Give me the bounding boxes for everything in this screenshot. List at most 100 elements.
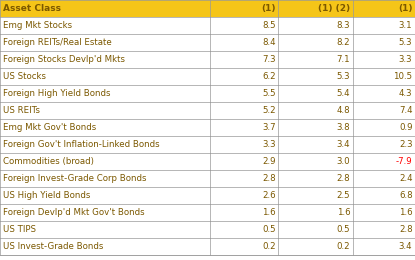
Text: Foreign Invest-Grade Corp Bonds: Foreign Invest-Grade Corp Bonds	[3, 174, 147, 183]
Text: Emg Mkt Stocks: Emg Mkt Stocks	[3, 21, 73, 30]
Text: 0.9: 0.9	[399, 123, 413, 132]
Text: 2.3: 2.3	[399, 140, 413, 149]
Text: 2.8: 2.8	[337, 174, 350, 183]
Bar	[210, 238, 278, 255]
Text: 5.4: 5.4	[337, 89, 350, 98]
Bar	[278, 136, 353, 153]
Bar	[353, 119, 415, 136]
Text: US Stocks: US Stocks	[3, 72, 46, 81]
Bar	[353, 68, 415, 85]
Bar	[353, 153, 415, 170]
Bar	[353, 221, 415, 238]
Bar	[353, 238, 415, 255]
Bar	[0, 187, 210, 204]
Text: 5.3: 5.3	[337, 72, 350, 81]
Text: US High Yield Bonds: US High Yield Bonds	[3, 191, 91, 200]
Bar	[210, 221, 278, 238]
Text: 6.2: 6.2	[262, 72, 276, 81]
Bar	[210, 136, 278, 153]
Bar	[0, 34, 210, 51]
Text: 2.5: 2.5	[337, 191, 350, 200]
Bar	[278, 51, 353, 68]
Text: 0.5: 0.5	[337, 225, 350, 234]
Bar	[353, 136, 415, 153]
Text: 3.4: 3.4	[337, 140, 350, 149]
Bar	[278, 85, 353, 102]
Text: 8.2: 8.2	[337, 38, 350, 47]
Text: 8.5: 8.5	[262, 21, 276, 30]
Text: 3.1: 3.1	[399, 21, 413, 30]
Text: US REITs: US REITs	[3, 106, 40, 115]
Text: 3.0: 3.0	[337, 157, 350, 166]
Text: 3.3: 3.3	[399, 55, 413, 64]
Text: 5.3: 5.3	[399, 38, 413, 47]
Bar	[210, 17, 278, 34]
Bar	[353, 51, 415, 68]
Text: 6.8: 6.8	[399, 191, 413, 200]
Bar	[0, 102, 210, 119]
Bar	[0, 68, 210, 85]
Bar	[278, 102, 353, 119]
Bar	[0, 51, 210, 68]
Text: Foreign REITs/Real Estate: Foreign REITs/Real Estate	[3, 38, 112, 47]
Bar	[210, 51, 278, 68]
Text: US TIPS: US TIPS	[3, 225, 37, 234]
Text: 5.5: 5.5	[262, 89, 276, 98]
Bar	[0, 17, 210, 34]
Text: 3.3: 3.3	[262, 140, 276, 149]
Bar	[0, 170, 210, 187]
Text: 7.4: 7.4	[399, 106, 413, 115]
Bar	[278, 0, 353, 17]
Bar	[278, 17, 353, 34]
Text: 7.3: 7.3	[262, 55, 276, 64]
Bar	[353, 17, 415, 34]
Text: 1.6: 1.6	[262, 208, 276, 217]
Text: Foreign Stocks Devlp'd Mkts: Foreign Stocks Devlp'd Mkts	[3, 55, 125, 64]
Bar	[278, 204, 353, 221]
Bar	[0, 153, 210, 170]
Bar	[278, 119, 353, 136]
Text: 8.3: 8.3	[337, 21, 350, 30]
Bar	[278, 170, 353, 187]
Text: 4.8: 4.8	[337, 106, 350, 115]
Bar	[0, 119, 210, 136]
Text: 5.2: 5.2	[262, 106, 276, 115]
Text: 2.8: 2.8	[399, 225, 413, 234]
Text: Foreign Devlp'd Mkt Gov't Bonds: Foreign Devlp'd Mkt Gov't Bonds	[3, 208, 145, 217]
Bar	[353, 34, 415, 51]
Bar	[278, 34, 353, 51]
Bar	[353, 85, 415, 102]
Text: (1): (1)	[398, 4, 413, 13]
Bar	[210, 170, 278, 187]
Text: Emg Mkt Gov't Bonds: Emg Mkt Gov't Bonds	[3, 123, 97, 132]
Bar	[210, 102, 278, 119]
Text: 0.2: 0.2	[337, 242, 350, 251]
Text: US Invest-Grade Bonds: US Invest-Grade Bonds	[3, 242, 104, 251]
Bar	[353, 204, 415, 221]
Bar	[278, 68, 353, 85]
Bar	[0, 136, 210, 153]
Bar	[0, 238, 210, 255]
Bar	[0, 85, 210, 102]
Text: 1.6: 1.6	[337, 208, 350, 217]
Bar	[210, 0, 278, 17]
Text: Asset Class: Asset Class	[3, 4, 61, 13]
Text: 3.8: 3.8	[337, 123, 350, 132]
Text: (1) (2): (1) (2)	[318, 4, 350, 13]
Text: 10.5: 10.5	[393, 72, 413, 81]
Bar	[210, 68, 278, 85]
Text: 4.3: 4.3	[399, 89, 413, 98]
Bar	[278, 187, 353, 204]
Text: 7.1: 7.1	[337, 55, 350, 64]
Text: Foreign Gov't Inflation-Linked Bonds: Foreign Gov't Inflation-Linked Bonds	[3, 140, 160, 149]
Bar	[278, 221, 353, 238]
Text: -7.9: -7.9	[396, 157, 413, 166]
Text: Commodities (broad): Commodities (broad)	[3, 157, 94, 166]
Bar	[210, 204, 278, 221]
Text: 0.2: 0.2	[262, 242, 276, 251]
Text: 2.4: 2.4	[399, 174, 413, 183]
Bar	[0, 0, 210, 17]
Bar	[0, 221, 210, 238]
Text: 3.4: 3.4	[399, 242, 413, 251]
Bar	[0, 204, 210, 221]
